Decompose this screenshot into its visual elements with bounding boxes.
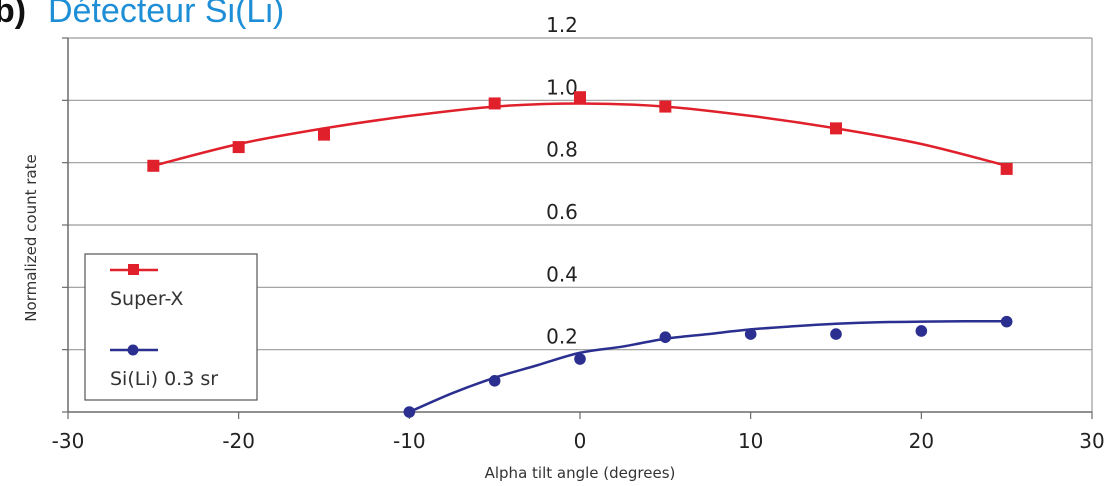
legend-item-si-li: Si(Li) 0.3 sr — [110, 344, 218, 390]
legend: Super-X Si(Li) 0.3 sr — [84, 253, 258, 401]
legend-label-super-x: Super-X — [110, 288, 183, 310]
x-tick-label: -10 — [393, 429, 426, 453]
legend-marker-super-x — [128, 264, 139, 275]
legend-label-si-li: Si(Li) 0.3 sr — [110, 368, 218, 390]
fit-curve — [153, 102, 1007, 167]
x-tick-label: 0 — [574, 429, 587, 453]
data-point — [488, 375, 501, 387]
x-tick-labels: -30 -20 -10 0 10 20 30 — [52, 429, 1105, 453]
data-point — [403, 406, 416, 418]
data-point — [830, 122, 842, 135]
data-point — [659, 100, 672, 113]
y-tick-label: 0.4 — [546, 262, 578, 286]
data-point — [147, 159, 160, 172]
data-point — [659, 331, 672, 344]
x-tick-label: -30 — [52, 429, 85, 453]
x-axis-title: Alpha tilt angle (degrees) — [485, 464, 676, 482]
data-point — [232, 141, 245, 154]
fit-curve — [408, 320, 1007, 414]
y-axis-title: Normalized count rate — [22, 154, 40, 321]
data-point — [1000, 162, 1013, 175]
y-tick-labels: 0.2 0.4 0.6 0.8 1.0 1.2 — [546, 13, 578, 349]
data-point — [488, 97, 501, 110]
y-tick-label: 0.8 — [546, 138, 578, 162]
y-tick-label: 0.2 — [546, 325, 578, 349]
y-tick-label: 0.6 — [546, 200, 578, 224]
chart-title: Détecteur Si(Li) — [48, 0, 284, 30]
data-point — [1000, 315, 1013, 328]
axes — [62, 37, 1093, 419]
series — [147, 91, 1013, 418]
data-point — [574, 91, 586, 104]
y-tick-label: 1.2 — [546, 13, 578, 37]
series-0 — [147, 91, 1013, 175]
data-point — [830, 328, 842, 340]
series-1 — [403, 315, 1013, 418]
data-point — [744, 328, 757, 340]
y-tick-label: 1.0 — [546, 75, 578, 99]
x-tick-label: 30 — [1079, 429, 1104, 453]
x-tick-label: 10 — [738, 429, 763, 453]
data-point — [915, 325, 928, 337]
x-tick-label: 20 — [909, 429, 934, 453]
legend-box — [84, 253, 258, 401]
data-point — [574, 353, 586, 365]
panel-label: b) — [0, 0, 26, 30]
x-tick-label: -20 — [222, 429, 255, 453]
data-point — [318, 128, 330, 141]
legend-marker-si-li — [127, 344, 139, 356]
legend-item-super-x: Super-X — [110, 264, 183, 310]
